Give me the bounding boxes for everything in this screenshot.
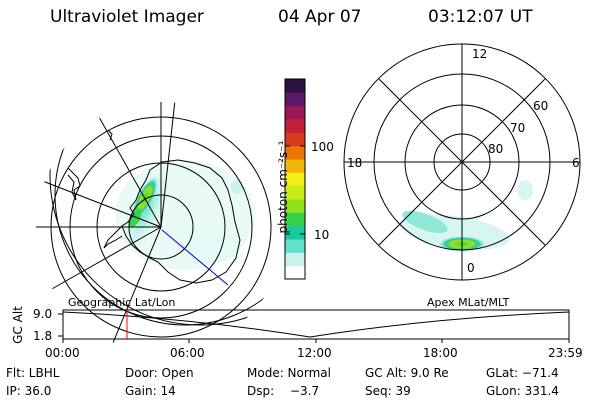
colorbar-segment [285, 92, 305, 107]
left-map-caption: Geographic Lat/Lon [68, 296, 176, 309]
colorbar-segment [285, 159, 305, 173]
altitude-curve [62, 311, 570, 338]
info-ip: IP: 36.0 [6, 384, 52, 398]
south-america-coastline [67, 167, 81, 201]
info-glon: GLon: 331.4 [486, 384, 559, 398]
colorbar-tick-100: 100 [311, 140, 334, 154]
lat-label-60: 60 [533, 99, 549, 113]
geographic-map [36, 102, 286, 351]
info-gc-alt: GC Alt: 9.0 Re [365, 366, 449, 380]
mlt-label-6: 6 [572, 156, 580, 170]
altitude-tick-high: 9.0 [33, 307, 53, 321]
info-filter: Flt: LBHL [6, 366, 60, 380]
colorbar-segment [285, 132, 305, 147]
colorbar-segment [285, 239, 305, 253]
info-gain: Gain: 14 [125, 384, 176, 398]
left-aurora-bright-2 [128, 208, 142, 228]
altitude-plot [58, 309, 570, 343]
colorbar-ticks [285, 145, 305, 235]
time-tick-2359: 23:59 [548, 346, 583, 360]
instrument-title: Ultraviolet Imager [50, 7, 204, 27]
time-tick-0600: 06:00 [170, 346, 205, 360]
lat-label-70: 70 [510, 121, 526, 135]
magnetic-map [343, 43, 581, 281]
info-dsp-value: −3.7 [290, 384, 320, 398]
right-aurora-patch [517, 180, 533, 200]
antarctica-coastline [121, 159, 241, 284]
mlt-label-0: 0 [467, 261, 475, 275]
time-tick-0000: 00:00 [45, 346, 80, 360]
mlt-label-18: 18 [347, 156, 363, 170]
left-aurora-patch-2 [184, 227, 240, 263]
lat-label-80: 80 [488, 142, 504, 156]
date-label: 04 Apr 07 [278, 7, 362, 27]
altitude-axis-label: GC Alt [11, 306, 25, 344]
right-aurora-cyan [402, 210, 448, 234]
colorbar-segment [285, 265, 305, 280]
info-glat: GLat: −71.4 [486, 366, 559, 380]
colorbar-segment [285, 252, 305, 267]
mlt-label-12: 12 [472, 47, 488, 61]
right-map-caption: Apex MLat/MLT [427, 296, 510, 309]
colorbar-border [284, 78, 306, 280]
info-door: Door: Open [125, 366, 194, 380]
time-label: 03:12:07 UT [428, 7, 533, 27]
colorbar-segment [285, 172, 305, 187]
time-tick-1200: 12:00 [297, 346, 332, 360]
info-mode: Mode: Normal [247, 366, 331, 380]
colorbar-segment [285, 79, 305, 93]
colorbar-segment [285, 199, 305, 213]
colorbar-segment [285, 145, 305, 160]
colorbar-segment [285, 119, 305, 133]
colorbar-tick-10: 10 [314, 228, 330, 242]
altitude-tick-low: 1.8 [33, 329, 53, 343]
colorbar-segment [285, 212, 305, 227]
colorbar [284, 78, 306, 280]
left-aurora-patch [231, 180, 243, 194]
time-tick-1800: 18:00 [423, 346, 458, 360]
colorbar-unit-label: photon cm⁻²s⁻¹ [276, 140, 290, 234]
colorbar-segment [285, 105, 305, 120]
info-seq: Seq: 39 [365, 384, 411, 398]
antarctic-peninsula [103, 225, 123, 249]
colorbar-segment [285, 225, 305, 240]
colorbar-segment [285, 185, 305, 200]
satellite-track [161, 229, 229, 286]
info-dsp-label: Dsp: [247, 384, 275, 398]
